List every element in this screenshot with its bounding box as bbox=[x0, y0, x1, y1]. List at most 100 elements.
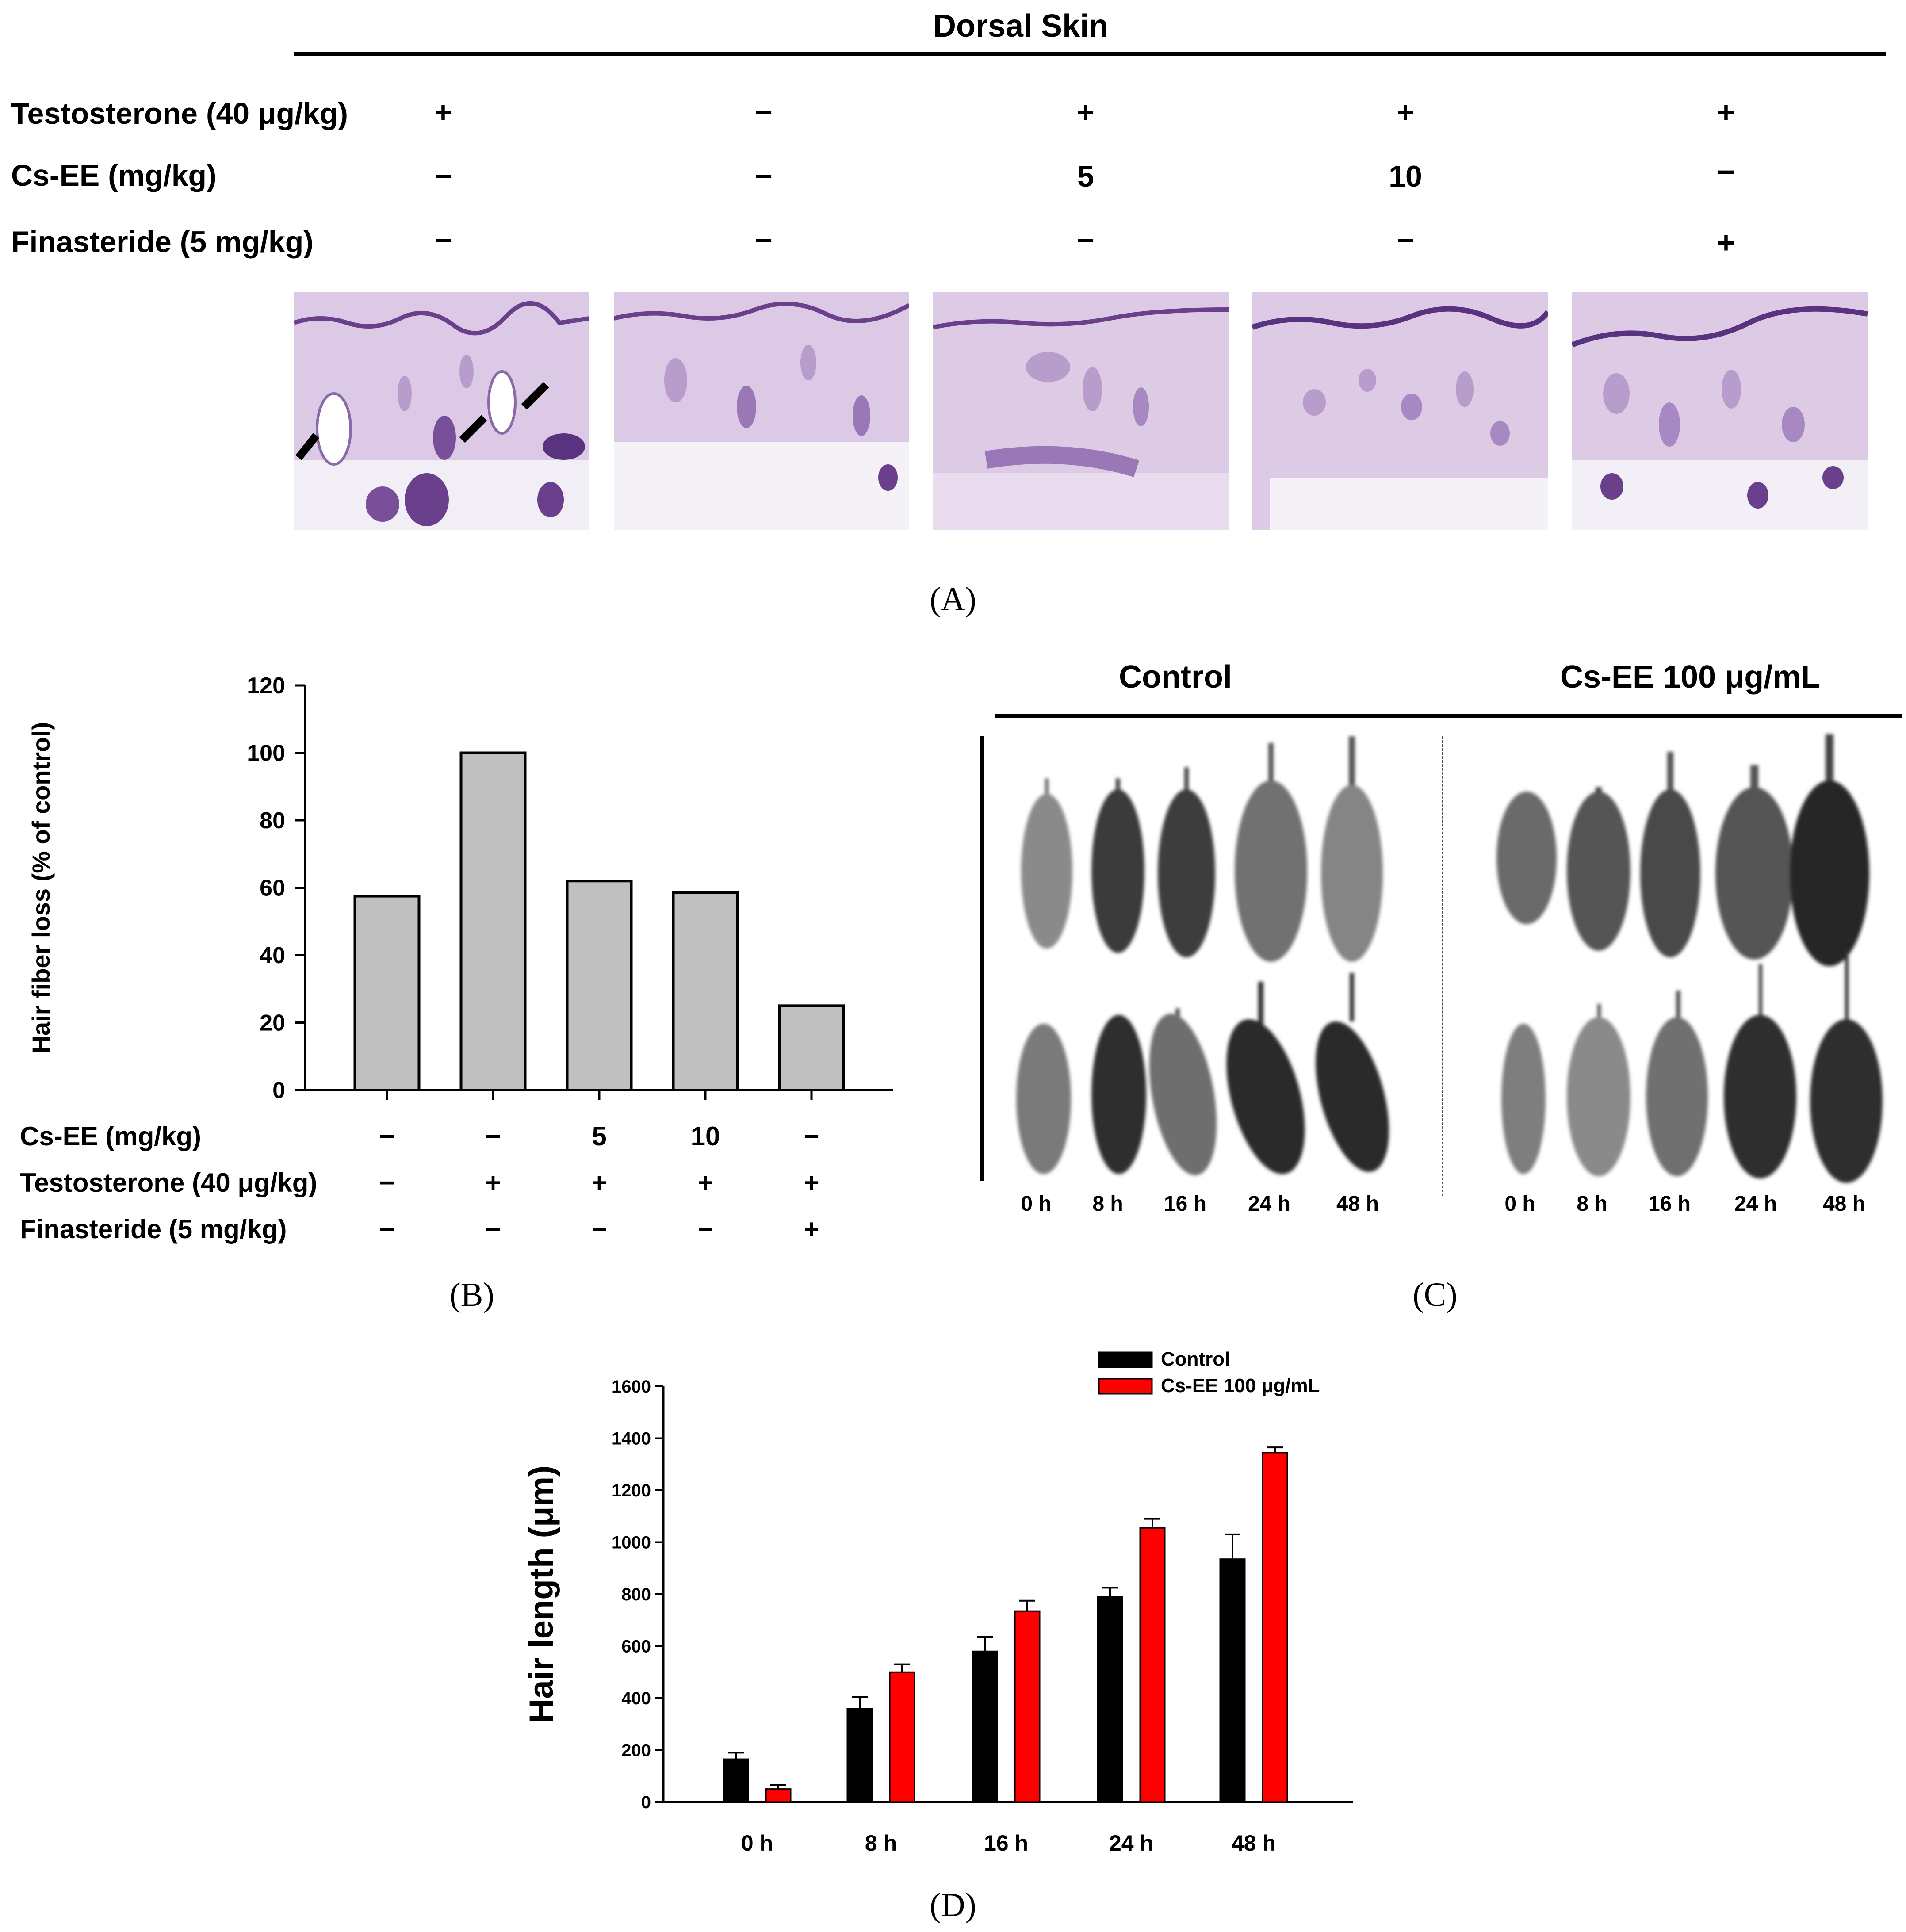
chart-b-condition-value: − bbox=[485, 1121, 501, 1151]
chart-b-condition-value: − bbox=[485, 1214, 501, 1244]
chart-d-y-tick-label: 600 bbox=[621, 1637, 651, 1657]
chart-b-bar bbox=[353, 895, 421, 1091]
chart-d-bar-cs-ee bbox=[1262, 1452, 1288, 1803]
chart-d-legend-swatch bbox=[1098, 1351, 1153, 1368]
panel-c-time-label: 8 h bbox=[1092, 1192, 1123, 1216]
chart-d-y-tick-label: 400 bbox=[621, 1689, 651, 1708]
panel-c-time-label: 24 h bbox=[1248, 1192, 1291, 1216]
chart-d: 0 200 400 600 800 1000 1200 1400 1600 Hair length… bbox=[523, 1348, 1353, 1855]
panel-a-cell: − bbox=[1717, 155, 1735, 189]
chart-b-condition-value: − bbox=[804, 1121, 819, 1151]
panel-a-cell: + bbox=[1717, 96, 1735, 129]
panel-c-caption: (C) bbox=[1412, 1276, 1458, 1313]
chart-b-condition-value: + bbox=[804, 1168, 819, 1197]
chart-d-y-label: Hair length (μm) bbox=[523, 1465, 560, 1723]
follicle-cs-ee-0h-top bbox=[1496, 792, 1557, 924]
histology-image-5 bbox=[1572, 292, 1868, 530]
chart-b-y-tick-label: 120 bbox=[247, 673, 285, 699]
chart-b: 0 20 40 60 80 100 120 Hair fiber loss (% of con… bbox=[20, 673, 893, 1244]
chart-b-condition-label: Cs-EE (mg/kg) bbox=[20, 1121, 201, 1151]
chart-b-y-label: Hair fiber loss (% of control) bbox=[27, 722, 55, 1054]
follicle-cs-ee-24h-top bbox=[1715, 765, 1793, 960]
panel-a-cell: 5 bbox=[1077, 160, 1094, 193]
chart-d-x-tick-label: 24 h bbox=[1109, 1831, 1153, 1855]
panel-a-caption: (A) bbox=[930, 581, 976, 618]
chart-b-condition-value: − bbox=[379, 1168, 394, 1197]
chart-b-y-tick-label: 80 bbox=[260, 808, 285, 834]
panel-a-row-label-testosterone: Testosterone (40 μg/kg) bbox=[11, 97, 348, 130]
chart-d-bar-cs-ee bbox=[1014, 1610, 1041, 1803]
hair-follicle-images bbox=[1016, 734, 1883, 1183]
follicle-control-48h-top bbox=[1321, 736, 1383, 962]
panel-a-cell: − bbox=[755, 96, 773, 129]
follicle-control-16h-bottom bbox=[1149, 1008, 1217, 1175]
chart-d-y-tick-label: 1200 bbox=[612, 1481, 651, 1500]
chart-d-bar-control bbox=[723, 1758, 749, 1803]
chart-d-y-tick-label: 800 bbox=[621, 1585, 651, 1604]
panel-a-header: Dorsal Skin bbox=[933, 8, 1109, 44]
follicle-control-24h-top bbox=[1235, 743, 1307, 962]
panel-c-time-label: 24 h bbox=[1734, 1192, 1777, 1216]
chart-d-y-tick-label: 0 bbox=[641, 1793, 651, 1812]
histology-image-4 bbox=[1252, 292, 1548, 530]
chart-b-condition-value: + bbox=[485, 1168, 501, 1197]
panel-c-header-rule bbox=[995, 714, 1902, 718]
chart-d-x-tick-label: 0 h bbox=[741, 1831, 773, 1855]
chart-d-y-tick-label: 1000 bbox=[612, 1533, 651, 1553]
chart-b-bar bbox=[778, 1004, 845, 1091]
follicle-cs-ee-8h-top bbox=[1567, 787, 1630, 951]
panel-c-time-label: 16 h bbox=[1648, 1192, 1691, 1216]
follicle-cs-ee-48h-bottom bbox=[1810, 951, 1883, 1183]
panel-c-time-label: 48 h bbox=[1336, 1192, 1379, 1216]
follicle-cs-ee-24h-bottom bbox=[1724, 964, 1796, 1178]
chart-b-y-tick-label: 40 bbox=[260, 943, 285, 968]
chart-b-condition-value: 10 bbox=[691, 1121, 720, 1151]
panel-c-time-label: 0 h bbox=[1021, 1192, 1052, 1216]
follicle-cs-ee-8h-bottom bbox=[1567, 1004, 1630, 1176]
follicle-control-48h-bottom bbox=[1316, 973, 1389, 1172]
follicle-cs-ee-0h-bottom bbox=[1501, 1024, 1546, 1174]
panel-c-time-label: 0 h bbox=[1504, 1192, 1535, 1216]
histology-image-2 bbox=[614, 292, 909, 530]
chart-d-x-tick-label: 48 h bbox=[1232, 1831, 1276, 1855]
chart-b-y-tick-label: 100 bbox=[247, 741, 285, 766]
chart-d-bar-control bbox=[846, 1708, 873, 1803]
follicle-control-8h-bottom bbox=[1091, 1015, 1146, 1174]
chart-b-condition-label: Testosterone (40 μg/kg) bbox=[20, 1168, 317, 1197]
panel-a-cell: + bbox=[1077, 96, 1095, 129]
chart-b-bar bbox=[672, 891, 739, 1091]
panel-a-cell: + bbox=[1397, 96, 1414, 129]
panel-a-cell: + bbox=[1717, 226, 1735, 260]
chart-d-bar-control bbox=[972, 1650, 998, 1803]
follicle-control-0h-top bbox=[1021, 778, 1072, 949]
chart-d-x-tick-label: 8 h bbox=[865, 1831, 897, 1855]
chart-b-condition-value: − bbox=[591, 1214, 607, 1244]
chart-b-condition-value: + bbox=[804, 1214, 819, 1244]
panel-a-cell: 10 bbox=[1389, 160, 1422, 193]
chart-b-condition-value: − bbox=[379, 1214, 394, 1244]
histology-image-1 bbox=[294, 292, 589, 530]
follicle-control-16h-top bbox=[1158, 767, 1215, 957]
panel-c-time-label: 48 h bbox=[1822, 1192, 1866, 1216]
chart-b-condition-value: 5 bbox=[592, 1121, 606, 1151]
panel-a-cell: − bbox=[434, 160, 452, 193]
panel-d-caption: (D) bbox=[930, 1886, 976, 1924]
panel-c-group-control: Control bbox=[1119, 659, 1232, 695]
chart-d-x-tick-label: 16 h bbox=[984, 1831, 1028, 1855]
follicle-control-0h-bottom bbox=[1016, 1024, 1071, 1174]
chart-b-condition-value: − bbox=[697, 1214, 713, 1244]
panel-c-divider bbox=[1442, 736, 1443, 1196]
chart-b-y-tick-label: 20 bbox=[260, 1010, 285, 1036]
chart-d-bar-control bbox=[1097, 1596, 1123, 1803]
chart-d-legend-swatch bbox=[1098, 1378, 1153, 1395]
panel-a-cell: − bbox=[434, 224, 452, 257]
chart-b-condition-label: Finasteride (5 mg/kg) bbox=[20, 1214, 287, 1244]
chart-d-legend-label: Cs-EE 100 μg/mL bbox=[1161, 1375, 1320, 1396]
follicle-cs-ee-16h-top bbox=[1640, 752, 1700, 957]
panel-a-cell: − bbox=[755, 160, 773, 193]
chart-d-bar-cs-ee bbox=[889, 1671, 915, 1803]
chart-b-y-tick-label: 0 bbox=[272, 1078, 285, 1103]
follicle-control-8h-top bbox=[1091, 778, 1144, 953]
chart-b-condition-value: + bbox=[697, 1168, 713, 1197]
panel-b-caption: (B) bbox=[449, 1276, 494, 1313]
